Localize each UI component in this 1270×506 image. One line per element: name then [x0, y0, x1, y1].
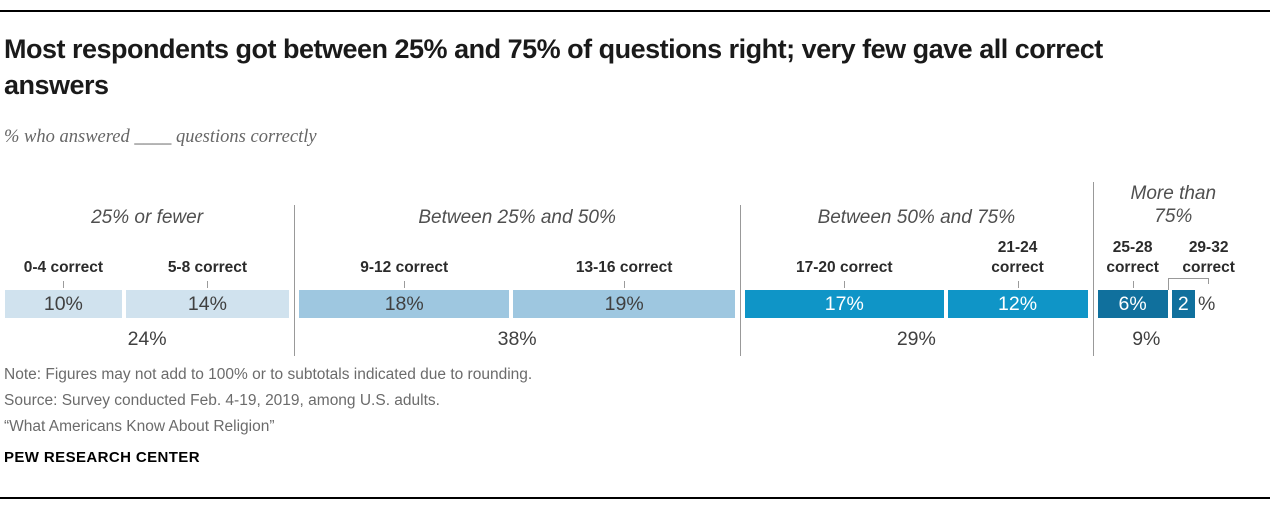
segment-label-line: correct — [991, 259, 1044, 276]
group-subtotal: 29% — [896, 328, 936, 350]
group-header: 25% or fewer — [91, 207, 204, 228]
segment-label: 9-12 correct — [154, 258, 654, 278]
source-text: Source: Survey conducted Feb. 4-19, 2019… — [4, 392, 440, 409]
segment-label-line: 17-20 correct — [796, 259, 893, 276]
chart-subtitle: % who answered ____ questions correctly — [4, 127, 317, 147]
bar-segment: 12% — [947, 290, 1088, 318]
segment-value-label: 18% — [384, 293, 424, 315]
segment-label-line: 29-32 — [1188, 239, 1229, 256]
bar-segment: 19% — [513, 290, 736, 318]
group-divider — [740, 205, 741, 356]
segment-label: 21-24 correct — [768, 238, 1268, 278]
brand-logo-text: PEW RESEARCH CENTER — [4, 449, 200, 466]
segment-value-label: 10% — [43, 293, 83, 315]
bar-segment: 2 — [1171, 290, 1195, 318]
bar-segment: 17% — [745, 290, 944, 318]
segment-label-line: 13-16 correct — [575, 259, 673, 276]
segment-label-line: 9-12 correct — [360, 259, 449, 276]
segment-label: 29-32 correct — [1149, 238, 1269, 278]
label-tick-mark — [207, 281, 208, 288]
segment-value-label: 2 — [1177, 293, 1189, 315]
top-rule — [0, 10, 1270, 12]
label-tick-mark — [1133, 281, 1134, 288]
segment-label-line: 5-8 correct — [167, 259, 248, 276]
segment-label-line: 25-28 — [1112, 239, 1153, 256]
segment-label: 13-16 correct — [374, 258, 874, 278]
note-text: Note: Figures may not add to 100% or to … — [4, 366, 533, 383]
group-divider — [294, 205, 295, 356]
chart-title: Most respondents got between 25% and 75%… — [4, 34, 1103, 100]
segment-label-line: correct — [1106, 259, 1159, 276]
label-tick-mark — [63, 281, 64, 288]
segment-value-label: 6% — [1118, 293, 1147, 315]
group-subtotal: 24% — [127, 328, 167, 350]
segment-label: 25-28 correct — [883, 238, 1270, 278]
bottom-rule — [0, 497, 1270, 499]
bar-segment: 18% — [299, 290, 510, 318]
footnotes: Note: Figures may not add to 100% or to … — [4, 362, 532, 440]
label-tick-mark — [844, 281, 845, 288]
segment-label-line: correct — [1182, 259, 1235, 276]
stacked-bar-chart: 10% 0-4 correct 14% 5-8 correct 25% or fewer… — [5, 178, 1235, 356]
group-header: Between 25% and 50% — [418, 207, 616, 228]
bar-segment: 14% — [125, 290, 290, 318]
segment-label-line: 0-4 correct — [23, 259, 103, 276]
label-tick-mark — [624, 281, 625, 288]
report-title-text: “What Americans Know About Religion” — [4, 418, 275, 435]
label-leader-line — [1167, 278, 1209, 290]
segment-outside-value-label: % — [1198, 293, 1216, 315]
label-tick-mark — [404, 281, 405, 288]
group-header: Between 50% and 75% — [817, 207, 1016, 228]
group-subtotal: 9% — [1132, 328, 1161, 350]
segment-label: 5-8 correct — [0, 258, 457, 278]
bar-segment: 6% — [1097, 290, 1168, 318]
segment-value-label: 17% — [824, 293, 864, 315]
segment-value-label: 14% — [187, 293, 227, 315]
segment-value-label: 19% — [604, 293, 644, 315]
group-divider — [1093, 182, 1094, 356]
bar-segment: 10% — [5, 290, 122, 318]
group-header: More than 75% — [1130, 183, 1217, 227]
segment-label: 0-4 correct — [0, 258, 313, 278]
group-subtotal: 38% — [497, 328, 537, 350]
segment-label-line: 21-24 — [997, 239, 1038, 256]
segment-value-label: 12% — [998, 293, 1038, 315]
label-tick-mark — [1018, 281, 1019, 288]
segment-label: 17-20 correct — [594, 258, 1094, 278]
